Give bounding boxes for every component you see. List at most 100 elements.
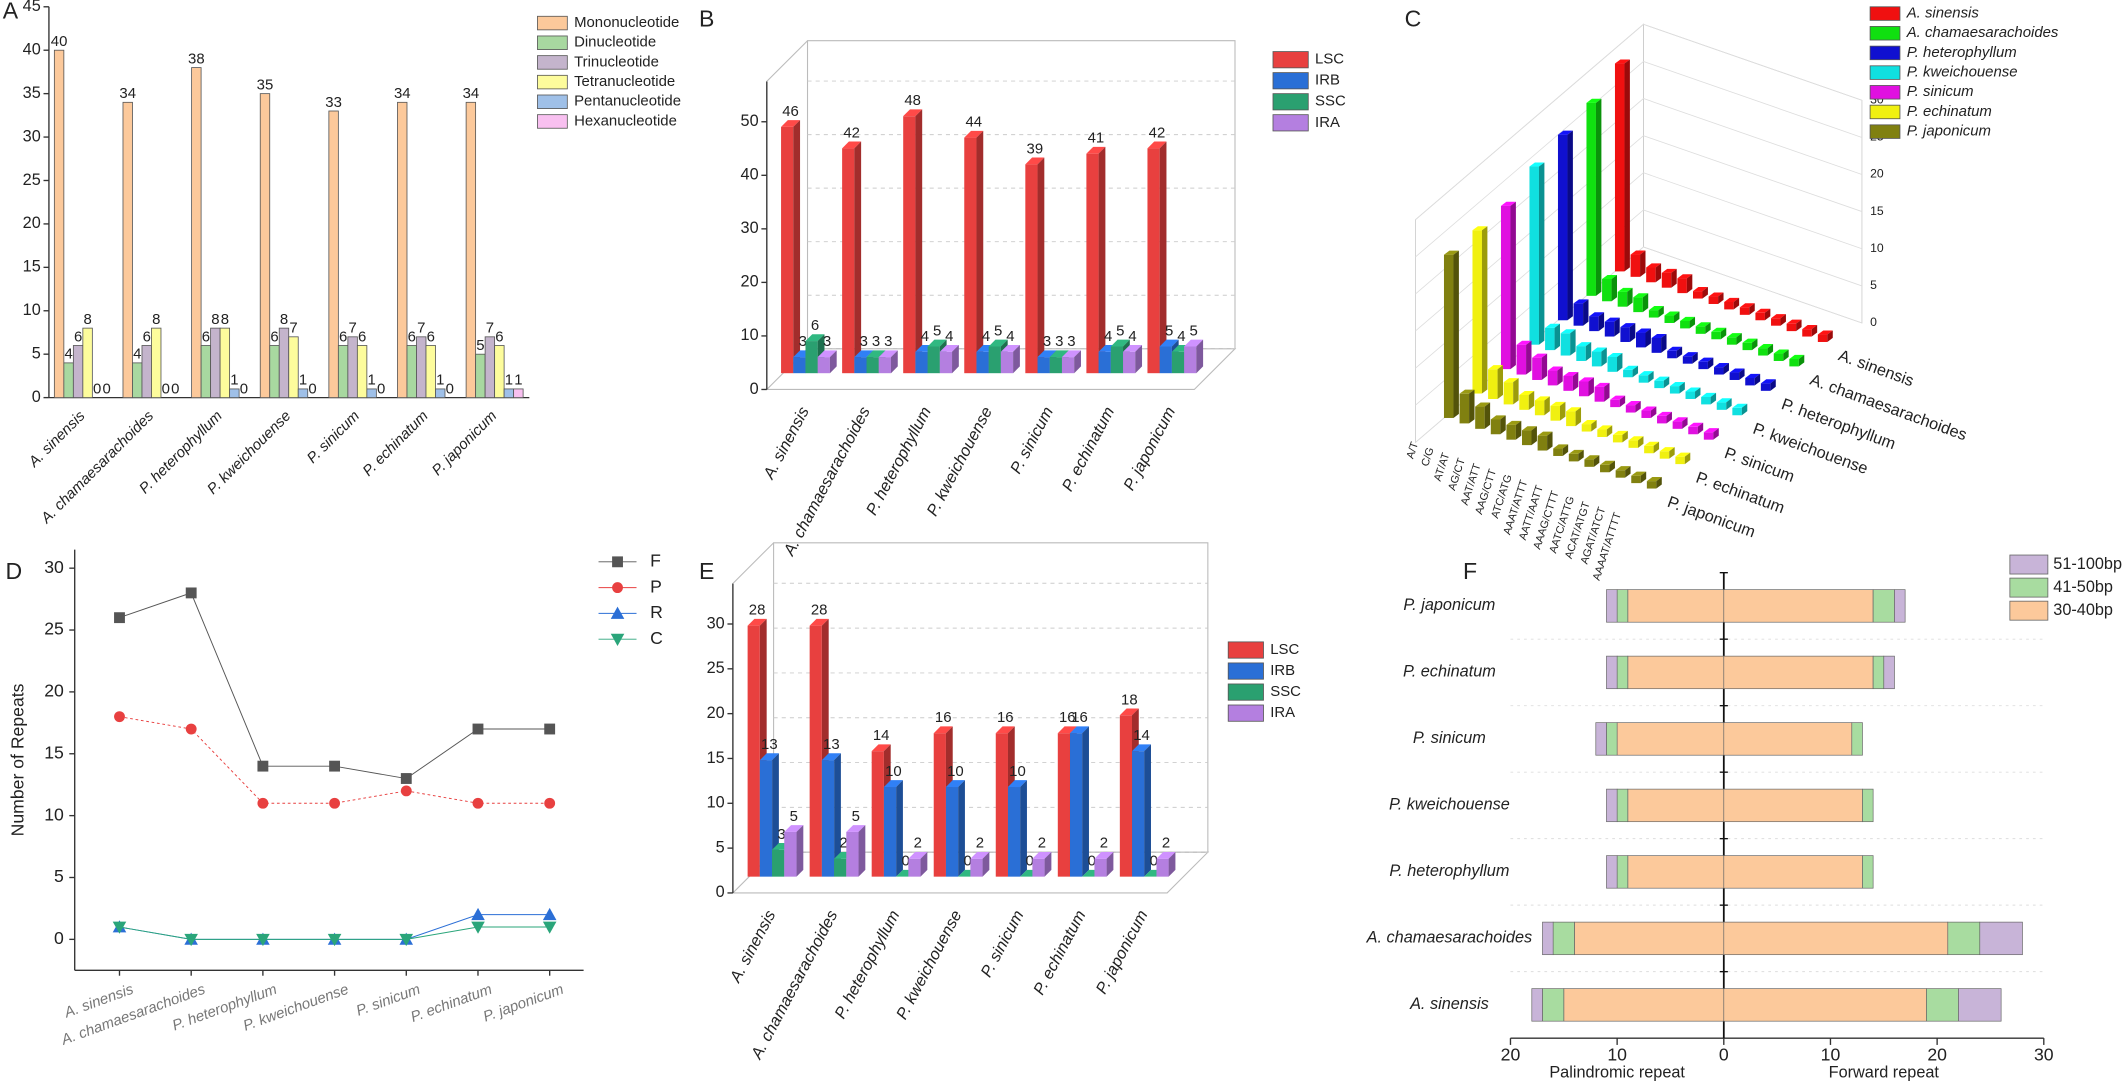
bar-top (1612, 430, 1628, 435)
bar-top (1786, 319, 1802, 324)
bar-top (988, 339, 1008, 347)
bar-side (1609, 460, 1615, 473)
bar-side (1673, 311, 1680, 323)
bar-side (952, 344, 959, 374)
x-axis-title: Palindromic repeat (1549, 1064, 1685, 1082)
bar-front (1659, 451, 1670, 459)
data-label: 0 (1088, 853, 1096, 870)
bar-front (995, 733, 1008, 877)
bar-segment (1606, 722, 1618, 756)
bar (210, 327, 221, 399)
bar-front (988, 346, 1001, 374)
bar-front (903, 116, 916, 374)
data-label: 13 (761, 736, 778, 753)
bar-top (1500, 201, 1516, 206)
data-label: 5 (476, 337, 484, 354)
data-label: 8 (211, 311, 219, 328)
bar-top (1490, 415, 1506, 420)
bar-front (747, 625, 760, 877)
wall-edge (766, 40, 808, 82)
bar-top (1672, 417, 1688, 422)
bar-side (1679, 382, 1685, 394)
bar-front (1581, 424, 1592, 432)
bar-top (1633, 293, 1649, 298)
x-tick-label: 10 (1821, 1044, 1841, 1064)
bar-segment (1606, 855, 1618, 889)
data-label: 0 (1150, 853, 1158, 870)
bar-side (1591, 420, 1597, 432)
data-label: 3 (777, 826, 785, 843)
bar-top (781, 120, 801, 127)
bar-side (1656, 477, 1662, 489)
bar-front (854, 357, 867, 374)
bar-top (1506, 420, 1522, 425)
bar (63, 362, 74, 399)
y-tick-label: 20 (707, 704, 725, 722)
bar-side (1682, 417, 1688, 429)
bar (53, 49, 65, 399)
bar (219, 327, 231, 399)
bar-segment (1979, 921, 2023, 956)
legend-label: Trinucleotide (574, 53, 659, 70)
bar-top (1000, 344, 1020, 352)
bar-side (1692, 352, 1698, 364)
data-label: 0 (1026, 853, 1034, 870)
bar (132, 362, 143, 399)
data-label: 34 (119, 85, 136, 102)
bar-top (1566, 407, 1582, 412)
bar (328, 110, 339, 399)
bar (82, 327, 93, 399)
bar-top (1675, 452, 1691, 457)
data-label: 0 (964, 853, 972, 870)
bar-side (1538, 162, 1545, 345)
bar-front (1667, 350, 1677, 359)
bar-front (1620, 327, 1630, 342)
z-tick-label: 15 (1870, 204, 1884, 218)
bar-top (1049, 350, 1069, 358)
marker (185, 723, 197, 735)
bar (513, 388, 524, 399)
bar-top (1817, 330, 1833, 335)
bar-side (1578, 449, 1584, 462)
y-tick-label: 0 (54, 928, 64, 948)
bar-side (1622, 430, 1628, 443)
bar-top (1589, 312, 1605, 317)
bar-side (1669, 447, 1675, 459)
bar-side (1695, 387, 1701, 399)
bar-segment (1563, 988, 1725, 1022)
bar-top (1638, 371, 1654, 376)
bar-top (1692, 287, 1708, 292)
bar-front (1631, 475, 1641, 484)
data-label: 41 (1088, 130, 1105, 147)
bar-side (1074, 350, 1081, 374)
panel-label: A (3, 0, 19, 23)
bar-side (1557, 366, 1563, 386)
bar-side (1614, 317, 1620, 337)
marker (329, 760, 341, 772)
bar-front (834, 858, 847, 877)
data-label: 33 (325, 94, 342, 111)
data-label: 28 (811, 602, 828, 619)
bar-side (1713, 428, 1719, 440)
x-tick-label: P. japonicum (429, 407, 501, 479)
data-label: 14 (873, 727, 890, 744)
bar-front (1701, 396, 1711, 405)
bar-top (1156, 851, 1176, 859)
bar-top (1667, 346, 1683, 351)
data-label: 1 (299, 372, 307, 389)
legend-label: IRA (1315, 114, 1340, 131)
marker (544, 723, 556, 735)
legend-swatch (1869, 65, 1901, 80)
bar-front (1802, 329, 1812, 337)
y-tick-label: A. sinensis (1409, 995, 1489, 1013)
bar-side (1697, 422, 1704, 435)
marker (400, 773, 412, 784)
x-tick-label: P. echinatum (1059, 404, 1118, 494)
bar-front (1589, 316, 1599, 332)
z-tick-label: 5 (1870, 278, 1877, 292)
bar-front (809, 625, 822, 877)
bar-segment (1616, 655, 1629, 690)
bar-side (1780, 314, 1786, 326)
bar-top (1057, 726, 1077, 734)
data-label: 4 (982, 328, 990, 345)
